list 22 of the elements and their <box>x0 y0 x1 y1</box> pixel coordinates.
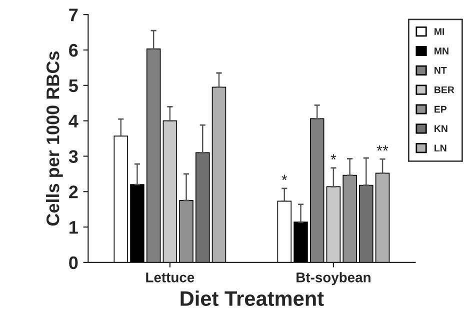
y-axis-title: Cells per 1000 RBCs <box>46 51 63 226</box>
legend-label: BER <box>434 86 454 94</box>
data-label: * <box>330 154 336 160</box>
y-tick-label: 6 <box>69 44 78 57</box>
y-tick-label: 0 <box>69 256 78 270</box>
y-tick-label: 3 <box>68 150 78 163</box>
y-tick-label: 5 <box>68 80 78 92</box>
legend-label: NT <box>434 67 447 74</box>
x-tick-label: Bt-soybean <box>296 272 370 286</box>
data-label: * <box>282 174 288 180</box>
legend-label: MI <box>434 28 444 35</box>
legend-label: KN <box>434 125 448 132</box>
y-tick-label: 1 <box>70 221 78 234</box>
legend-label: LN <box>434 144 446 152</box>
data-label: ** <box>376 145 388 151</box>
legend-label: EP <box>434 106 447 113</box>
y-tick-label: 4 <box>68 114 78 128</box>
x-axis-title: Diet Treatment <box>180 290 324 306</box>
y-tick-label: 2 <box>69 186 78 198</box>
y-tick-label: 7 <box>69 8 78 22</box>
x-tick-label: Lettuce <box>146 272 194 282</box>
legend-label: MN <box>434 48 448 54</box>
